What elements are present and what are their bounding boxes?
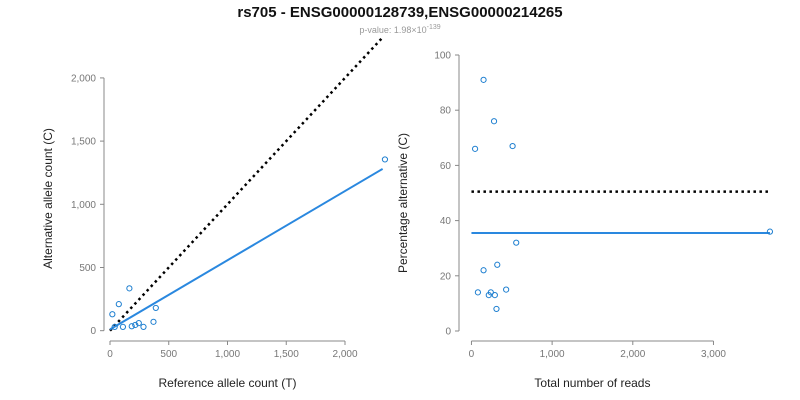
left-data-point (381, 156, 389, 163)
left-data-point (126, 285, 133, 292)
p-value-label: p-value: 1.98×10 (359, 25, 427, 35)
right-data-point (491, 292, 498, 299)
chart-title: rs705 - ENSG00000128739,ENSG00000214265 (237, 4, 563, 21)
chart-subtitle: p-value: 1.98×10-139 (0, 24, 800, 35)
right-data-point (471, 145, 479, 152)
left-x-tick-label: 0 (107, 349, 113, 360)
right-y-tick-label: 60 (440, 161, 452, 172)
left-x-tick-label: 1,500 (274, 349, 299, 360)
p-value-exponent: -139 (426, 24, 441, 31)
left-reference-line (109, 36, 384, 332)
left-x-tick-label: 1,000 (215, 349, 240, 360)
left-data-point (150, 318, 157, 325)
right-x-tick-label: 1,000 (540, 349, 565, 360)
left-y-tick-label: 2,000 (71, 73, 96, 84)
right-y-axis-title: Percentage alternative (C) (396, 133, 410, 273)
left-y-tick-label: 500 (79, 263, 96, 274)
left-panel: 0 500 1,000 1,500 2,000 0 500 1,000 1,500 2,000 Re… (41, 36, 389, 390)
right-y-tick-label: 0 (445, 327, 451, 338)
right-data-point (480, 267, 487, 274)
left-y-tick-label: 1,000 (71, 200, 96, 211)
right-data-point (490, 118, 498, 125)
right-data-point (474, 289, 482, 296)
right-data-point (480, 76, 487, 83)
right-data-point (503, 286, 510, 293)
right-data-point (509, 142, 516, 150)
left-data-point (109, 311, 116, 318)
left-fit-line (109, 168, 384, 331)
left-data-point (132, 321, 139, 329)
left-data-point (128, 323, 135, 330)
left-y-tick-label: 0 (90, 326, 96, 337)
left-data-point (119, 323, 127, 330)
right-data-point (487, 289, 494, 296)
right-data-point (513, 239, 520, 246)
right-data-point (494, 261, 501, 268)
left-x-tick-label: 500 (160, 349, 177, 360)
right-y-tick-label: 100 (434, 51, 451, 62)
left-y-axis-title: Alternative allele count (C) (41, 128, 55, 269)
left-y-tick-label: 1,500 (71, 137, 96, 148)
right-x-axis-title: Total number of reads (534, 376, 650, 390)
right-y-tick-label: 20 (440, 271, 452, 282)
right-panel: 0 1,000 2,000 3,000 0 20 40 60 80 100 Total number… (396, 51, 774, 390)
left-x-tick-label: 2,000 (332, 349, 357, 360)
left-data-point (115, 301, 122, 308)
right-data-point (493, 305, 500, 313)
right-x-tick-label: 2,000 (620, 349, 645, 360)
right-data-point (766, 228, 774, 235)
right-x-tick-label: 3,000 (701, 349, 726, 360)
left-data-point (111, 323, 118, 330)
right-y-tick-label: 40 (440, 216, 452, 227)
left-data-point (152, 304, 159, 312)
left-x-axis-title: Reference allele count (T) (158, 376, 296, 390)
left-data-point (135, 319, 142, 327)
right-x-tick-label: 0 (469, 349, 475, 360)
left-data-point (140, 323, 147, 330)
right-y-tick-label: 80 (440, 106, 452, 117)
